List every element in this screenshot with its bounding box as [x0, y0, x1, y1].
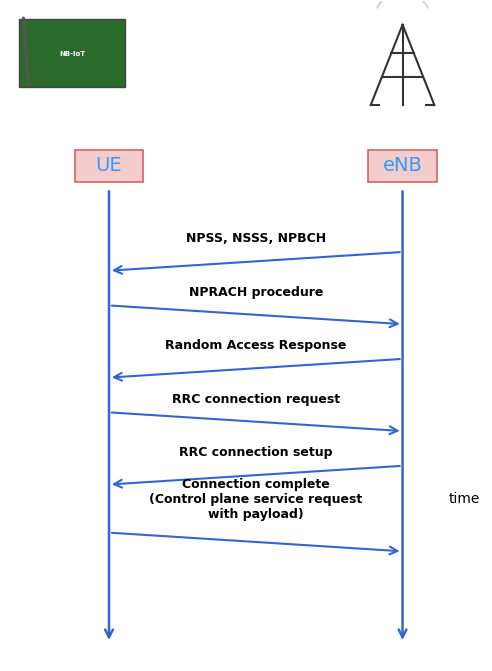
Text: RRC connection request: RRC connection request	[172, 393, 340, 406]
Text: Random Access Response: Random Access Response	[165, 340, 346, 352]
Text: Connection complete
(Control plane service request
with payload): Connection complete (Control plane servi…	[149, 478, 363, 521]
Text: NPSS, NSSS, NPBCH: NPSS, NSSS, NPBCH	[185, 232, 326, 246]
FancyBboxPatch shape	[369, 150, 437, 182]
Text: time: time	[449, 493, 480, 506]
Text: RRC connection setup: RRC connection setup	[179, 446, 333, 459]
FancyBboxPatch shape	[20, 19, 125, 87]
Text: eNB: eNB	[383, 156, 423, 175]
Text: NPRACH procedure: NPRACH procedure	[188, 286, 323, 299]
Text: UE: UE	[96, 156, 123, 175]
Text: NB-IoT: NB-IoT	[59, 50, 86, 56]
FancyBboxPatch shape	[75, 150, 143, 182]
